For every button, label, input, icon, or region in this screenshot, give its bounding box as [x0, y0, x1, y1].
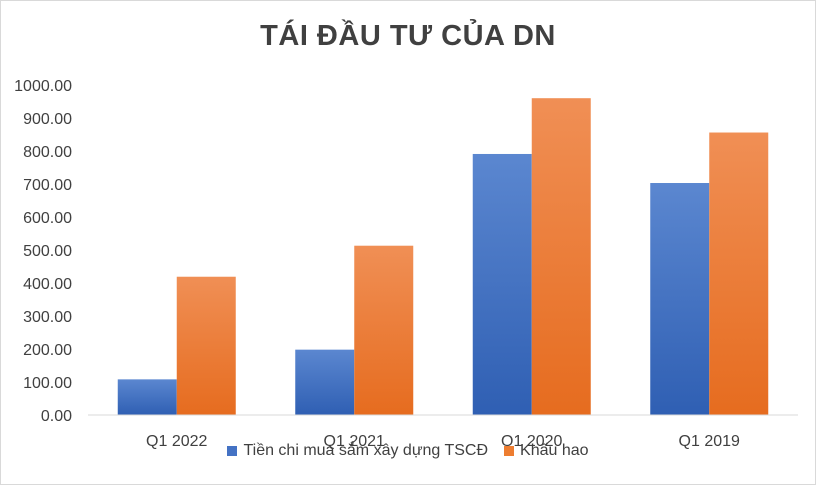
bar-capex — [472, 153, 532, 415]
y-tick-label: 300.00 — [23, 309, 72, 326]
y-tick-label: 400.00 — [23, 276, 72, 293]
y-tick-label: 100.00 — [23, 375, 72, 392]
y-tick-label: 500.00 — [23, 243, 72, 260]
y-axis-ticks: 0.00 100.00 200.00 300.00 400.00 500.00 600.00… — [14, 78, 72, 425]
legend-label: Tiền chi mua sắm xây dựng TSCĐ — [243, 442, 489, 459]
y-tick-label: 0.00 — [41, 408, 72, 425]
y-tick-label: 1000.00 — [14, 78, 72, 95]
chart-title: TÁI ĐẦU TƯ CỦA DN — [260, 20, 556, 52]
legend-item-series-2: Khấu hao — [504, 442, 589, 460]
legend-item-series-1: Tiền chi mua sắm xây dựng TSCĐ — [227, 442, 488, 460]
bar-capex — [117, 379, 177, 415]
bar-depreciation — [176, 276, 236, 415]
x-axis-ticks: Q1 2022 Q1 2021 Q1 2020 Q1 2019 — [146, 433, 740, 450]
x-tick-label: Q1 2022 — [146, 433, 207, 450]
x-tick-label: Q1 2019 — [679, 433, 740, 450]
y-tick-label: 200.00 — [23, 342, 72, 359]
bar-depreciation — [709, 132, 769, 415]
legend-swatch-blue — [227, 446, 238, 456]
bar-capex — [295, 349, 355, 415]
legend-label: Khấu hao — [520, 442, 589, 459]
y-tick-label: 800.00 — [23, 144, 72, 161]
legend-swatch-orange — [504, 446, 515, 456]
bar-capex — [650, 183, 710, 415]
y-tick-label: 900.00 — [23, 111, 72, 128]
y-tick-label: 600.00 — [23, 210, 72, 227]
legend: Tiền chi mua sắm xây dựng TSCĐ Khấu hao — [0, 442, 816, 460]
bar-depreciation — [531, 98, 591, 415]
bars — [117, 98, 769, 415]
y-tick-label: 700.00 — [23, 177, 72, 194]
x-tick-label: Q1 2020 — [501, 433, 562, 450]
bar-depreciation — [354, 245, 414, 415]
x-tick-label: Q1 2021 — [324, 433, 385, 450]
